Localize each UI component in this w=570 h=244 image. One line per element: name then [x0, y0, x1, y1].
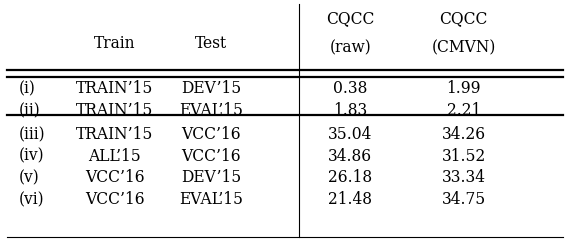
Text: 34.86: 34.86	[328, 148, 372, 165]
Text: 0.38: 0.38	[333, 80, 368, 97]
Text: Test: Test	[195, 35, 227, 52]
Text: (raw): (raw)	[329, 40, 371, 57]
Text: Train: Train	[94, 35, 136, 52]
Text: CQCC: CQCC	[439, 10, 488, 27]
Text: DEV’15: DEV’15	[181, 170, 241, 186]
Text: (vi): (vi)	[18, 191, 44, 208]
Text: DEV’15: DEV’15	[181, 80, 241, 97]
Text: (v): (v)	[18, 170, 39, 186]
Text: 31.52: 31.52	[442, 148, 486, 165]
Text: TRAIN’15: TRAIN’15	[76, 126, 153, 143]
Text: TRAIN’15: TRAIN’15	[76, 80, 153, 97]
Text: 1.83: 1.83	[333, 102, 367, 119]
Text: 26.18: 26.18	[328, 170, 372, 186]
Text: (i): (i)	[18, 80, 35, 97]
Text: (iv): (iv)	[18, 148, 44, 165]
Text: VCC’16: VCC’16	[181, 126, 241, 143]
Text: VCC’16: VCC’16	[85, 191, 145, 208]
Text: EVAL’15: EVAL’15	[179, 102, 243, 119]
Text: 34.26: 34.26	[442, 126, 486, 143]
Text: VCC’16: VCC’16	[85, 170, 145, 186]
Text: (ii): (ii)	[18, 102, 40, 119]
Text: 2.21: 2.21	[446, 102, 481, 119]
Text: VCC’16: VCC’16	[181, 148, 241, 165]
Text: 34.75: 34.75	[442, 191, 486, 208]
Text: 1.99: 1.99	[446, 80, 481, 97]
Text: 21.48: 21.48	[328, 191, 372, 208]
Text: CQCC: CQCC	[326, 10, 374, 27]
Text: ALL’15: ALL’15	[88, 148, 141, 165]
Text: 35.04: 35.04	[328, 126, 372, 143]
Text: (iii): (iii)	[18, 126, 45, 143]
Text: (CMVN): (CMVN)	[431, 40, 496, 57]
Text: EVAL’15: EVAL’15	[179, 191, 243, 208]
Text: 33.34: 33.34	[442, 170, 486, 186]
Text: TRAIN’15: TRAIN’15	[76, 102, 153, 119]
